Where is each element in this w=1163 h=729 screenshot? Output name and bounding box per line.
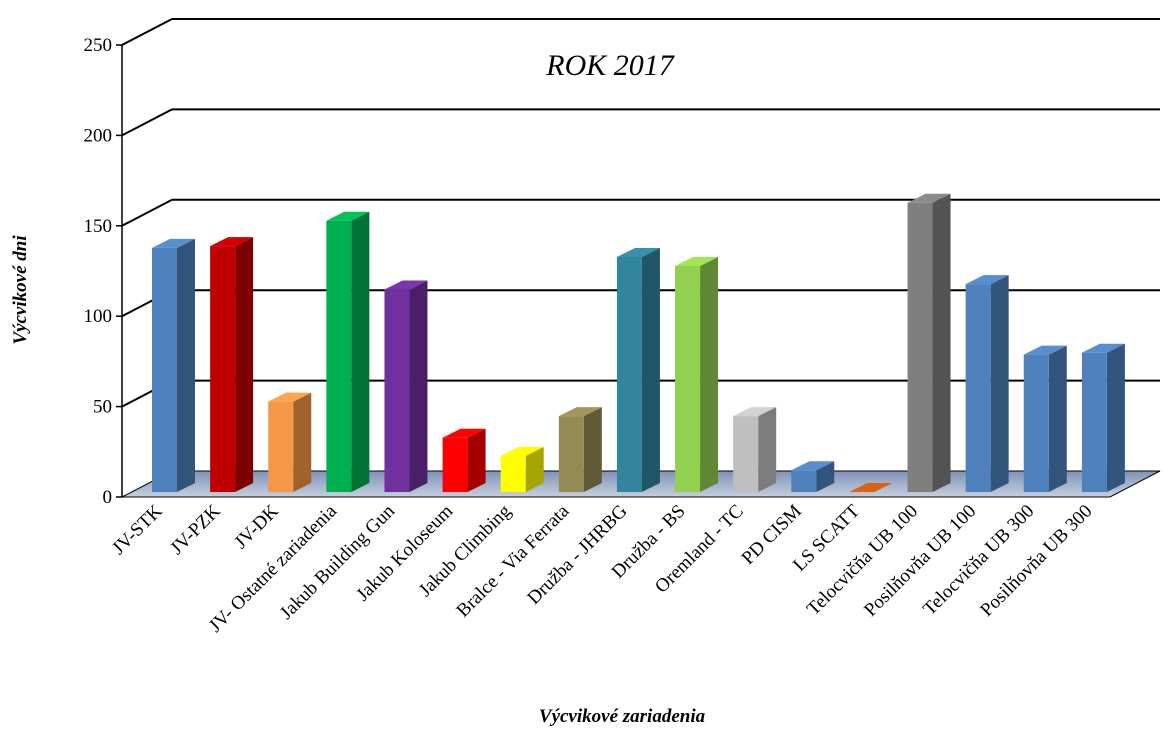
bar-front — [1081, 352, 1107, 492]
y-tick-label: 100 — [84, 306, 113, 327]
bar-top — [616, 247, 660, 257]
bar — [791, 461, 835, 492]
x-axis-label: Výcvikové zariadenia — [539, 706, 706, 727]
bar-side — [758, 407, 777, 492]
y-tick-label: 50 — [93, 397, 112, 418]
bar — [1081, 343, 1125, 492]
bar-top — [849, 483, 893, 492]
bar-top — [558, 407, 602, 417]
bar-side — [409, 280, 428, 492]
bar-front — [384, 289, 410, 492]
bar-front — [558, 416, 584, 492]
bar-front — [733, 416, 759, 492]
bar-side — [235, 237, 254, 492]
bar-top — [1023, 345, 1067, 355]
bar — [907, 193, 951, 492]
bar — [965, 275, 1009, 492]
bar-side — [351, 211, 370, 493]
x-tick-label: JV-DK — [230, 500, 283, 553]
bar-front — [907, 202, 933, 492]
chart-title: ROK 2017 — [545, 49, 676, 82]
x-tick-label: Telocvičňa UB 100 — [803, 501, 922, 620]
bar — [210, 237, 254, 492]
grid-line — [121, 18, 173, 46]
bar-side — [1106, 343, 1125, 492]
bar-front — [500, 455, 526, 492]
y-tick-label: 200 — [84, 125, 113, 146]
bar-side — [1048, 345, 1067, 492]
bar-front — [442, 437, 468, 492]
bar — [1023, 345, 1067, 492]
bar-front — [326, 220, 352, 493]
y-tick-label: 150 — [84, 216, 113, 237]
bar-top — [268, 392, 312, 402]
bar — [152, 238, 195, 492]
bar-side — [177, 238, 195, 492]
bar — [500, 446, 544, 492]
bar-front — [210, 246, 236, 492]
grid-line — [121, 198, 173, 227]
bar-front — [965, 284, 991, 492]
bar-side — [816, 461, 835, 492]
bar-top — [326, 211, 370, 221]
bar-top — [965, 275, 1009, 285]
bar — [849, 483, 893, 492]
bar-top — [384, 280, 428, 290]
bar — [268, 392, 312, 492]
y-tick-label: 250 — [84, 35, 113, 56]
bar-front — [268, 401, 294, 492]
x-tick-label: Posilňovňa UB 300 — [976, 501, 1096, 621]
bar — [558, 407, 602, 492]
y-axis-label: Výcvikové dni — [10, 235, 31, 345]
bar-side — [700, 257, 719, 492]
bar — [384, 280, 428, 492]
y-tick-label: 0 — [103, 487, 113, 508]
bar-front — [152, 247, 177, 492]
bar-top — [500, 446, 544, 456]
bar-top — [442, 428, 486, 438]
bar-top — [733, 407, 777, 417]
bar-top — [1081, 343, 1125, 353]
bar-side — [641, 247, 660, 492]
bar-side — [932, 193, 951, 492]
bar — [733, 407, 777, 492]
x-tick-label: Telocvičňa UB 300 — [919, 501, 1038, 620]
bar-front — [791, 470, 817, 492]
bar — [326, 211, 370, 493]
bar — [442, 428, 486, 492]
bar-top — [791, 461, 835, 471]
x-tick-label: Družba - JHRBG — [523, 500, 631, 608]
bar-top — [152, 238, 195, 248]
grid-line — [121, 108, 173, 137]
bar-front — [1023, 354, 1049, 492]
bar-top — [675, 257, 719, 266]
bar-front — [616, 256, 642, 492]
bar-side — [990, 275, 1009, 492]
bar-side — [583, 407, 602, 492]
bar — [616, 247, 660, 492]
bar-side — [525, 446, 544, 492]
bar-side — [293, 392, 312, 492]
bar — [675, 257, 719, 492]
bar-top — [907, 193, 951, 203]
x-tick-label: JV-STK — [108, 500, 167, 559]
bar-top — [210, 237, 254, 247]
x-tick-label: JV-PZK — [166, 500, 225, 559]
bar-front — [675, 266, 701, 492]
bar-side — [467, 428, 486, 492]
